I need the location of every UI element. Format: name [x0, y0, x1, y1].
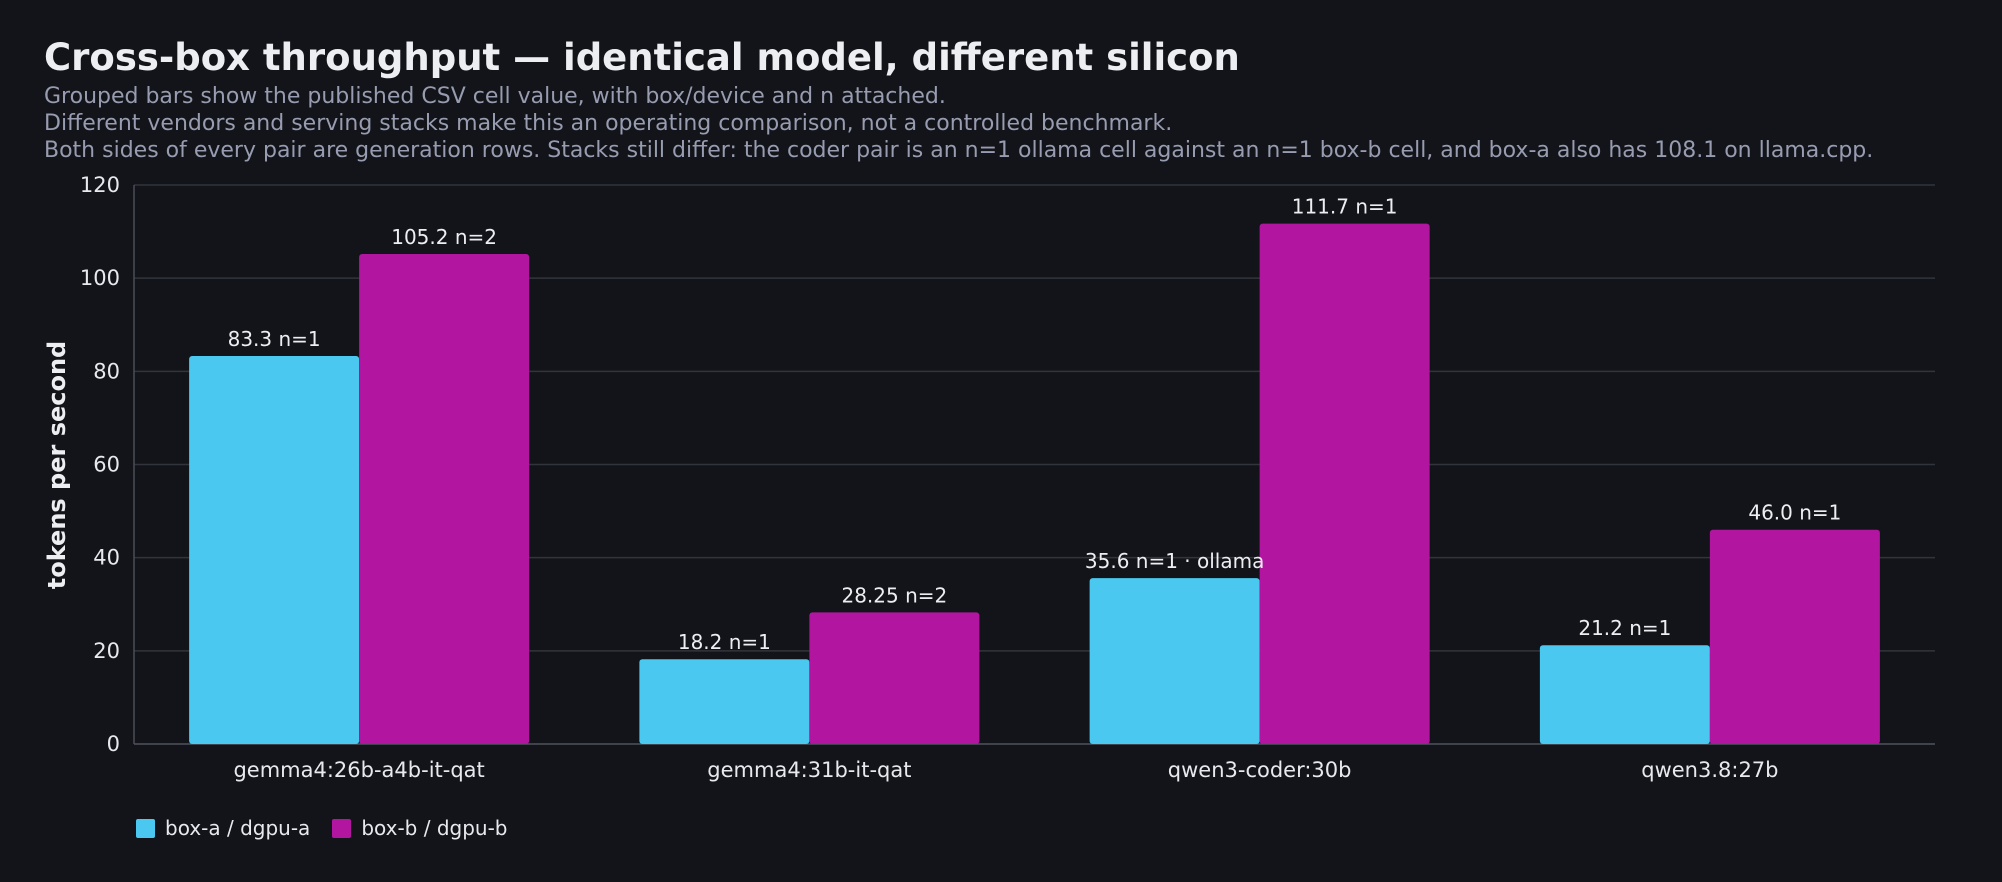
x-tick-label: qwen3.8:27b — [1641, 758, 1778, 782]
axes: 0 20 40 60 80 100 120 gemma4:26b-a4b-it-qat gemm… — [80, 173, 1935, 782]
data-label-box-b-3: 46.0 n=1 — [1748, 501, 1841, 525]
bars — [189, 223, 1880, 744]
data-label-box-a-3: 21.2 n=1 — [1578, 616, 1671, 640]
chart-subtitle-line-1: Grouped bars show the published CSV cell… — [44, 84, 946, 109]
legend: box-a / dgpu-a box-b / dgpu-b — [136, 816, 530, 840]
legend-item-box-a: box-a / dgpu-a — [136, 816, 310, 840]
bar-box-b-1 — [809, 612, 980, 744]
bar-box-a-3 — [1539, 645, 1710, 744]
legend-swatch-box-b — [332, 818, 352, 838]
legend-item-box-b: box-b / dgpu-b — [332, 816, 508, 840]
y-tick-label-40: 40 — [93, 546, 120, 570]
bar-box-b-2 — [1259, 223, 1430, 744]
legend-swatch-box-a — [136, 818, 155, 838]
chart-subtitle-line-2: Different vendors and serving stacks mak… — [44, 111, 1173, 136]
chart-title: Cross-box throughput — identical model, … — [44, 36, 1240, 79]
bar-box-a-0 — [189, 355, 360, 744]
data-label-box-b-1: 28.25 n=2 — [841, 583, 947, 607]
data-label-box-b-0: 105.2 n=2 — [391, 225, 497, 249]
y-tick-label-100: 100 — [80, 266, 120, 290]
y-tick-label-0: 0 — [107, 732, 120, 756]
y-tick-label-20: 20 — [93, 639, 120, 663]
data-label-box-a-2: 35.6 n=1 · ollama — [1085, 549, 1264, 573]
x-tick-label: qwen3-coder:30b — [1168, 758, 1352, 782]
data-label-box-b-2: 111.7 n=1 — [1292, 195, 1398, 219]
bar-box-a-2 — [1089, 578, 1260, 744]
bar-box-a-1 — [639, 659, 810, 744]
y-axis-label: tokens per second — [43, 341, 71, 589]
x-tick-label: gemma4:26b-a4b-it-qat — [233, 758, 484, 782]
y-tick-label-80: 80 — [93, 359, 120, 383]
y-tick-label-120: 120 — [80, 173, 120, 197]
bar-box-b-0 — [359, 253, 530, 744]
bar-box-b-3 — [1709, 529, 1880, 744]
y-tick-label-60: 60 — [93, 453, 120, 477]
legend-label-box-b: box-b / dgpu-b — [361, 816, 508, 840]
data-label-box-a-1: 18.2 n=1 — [678, 630, 771, 654]
data-labels: 83.3 n=1 105.2 n=2 18.2 n=1 28.25 n=2 35.6 n… — [228, 195, 1842, 655]
x-tick-label: gemma4:31b-it-qat — [707, 758, 911, 782]
legend-label-box-a: box-a / dgpu-a — [165, 816, 311, 840]
data-label-box-a-0: 83.3 n=1 — [228, 327, 321, 351]
chart-subtitle-line-3: Both sides of every pair are generation … — [44, 138, 1874, 163]
